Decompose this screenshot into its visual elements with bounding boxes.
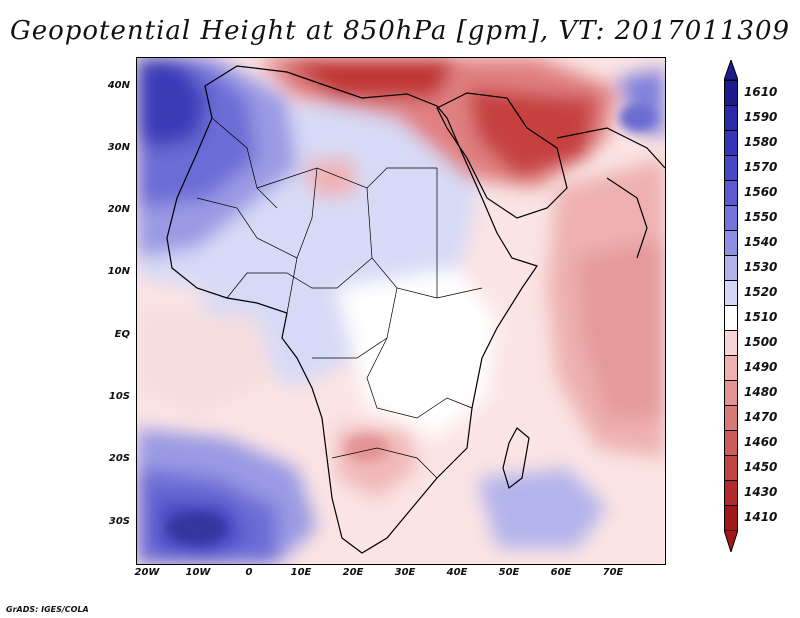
colorbar-bottom-arrow	[724, 530, 738, 552]
colorbar-label: 1460	[744, 434, 778, 449]
grads-credit: GrADS: IGES/COLA	[6, 605, 89, 614]
lon-label: 10E	[290, 567, 312, 578]
lon-label: 30E	[394, 567, 416, 578]
lat-label: EQ	[114, 329, 130, 340]
colorbar-segment	[724, 305, 738, 330]
contour-fill	[137, 58, 665, 564]
colorbar-label: 1430	[744, 484, 778, 499]
chart-title: Geopotential Height at 850hPa [gpm], VT:…	[9, 16, 791, 46]
colorbar-segment	[724, 455, 738, 480]
colorbar-label: 1510	[744, 309, 778, 324]
colorbar-label: 1450	[744, 459, 778, 474]
lat-label: 20N	[107, 204, 130, 215]
colorbar-segment	[724, 330, 738, 355]
lon-label: 20E	[342, 567, 364, 578]
colorbar-segment	[724, 480, 738, 505]
colorbar-label: 1540	[744, 234, 778, 249]
lon-label: 0	[245, 567, 253, 578]
lon-label: 50E	[498, 567, 520, 578]
colorbar-label: 1410	[744, 509, 778, 524]
colorbar-label: 1520	[744, 284, 778, 299]
colorbar-segment	[724, 355, 738, 380]
lat-label: 10S	[108, 391, 130, 402]
colorbar-label: 1470	[744, 409, 778, 424]
colorbar-label: 1480	[744, 384, 778, 399]
map-panel	[136, 57, 666, 565]
lon-label: 60E	[550, 567, 572, 578]
colorbar-label: 1570	[744, 159, 778, 174]
colorbar-segment	[724, 105, 738, 130]
lon-label: 40E	[446, 567, 468, 578]
contour-detail	[167, 104, 655, 544]
lon-label: 20W	[134, 567, 160, 578]
colorbar-segment	[724, 380, 738, 405]
colorbar-label: 1560	[744, 184, 778, 199]
lat-label: 30N	[107, 142, 130, 153]
colorbar-label: 1500	[744, 334, 778, 349]
colorbar-label: 1490	[744, 359, 778, 374]
colorbar-segment	[724, 180, 738, 205]
colorbar-label: 1590	[744, 109, 778, 124]
colorbar-label: 1530	[744, 259, 778, 274]
lat-label: 10N	[107, 266, 130, 277]
coastline-africa	[166, 65, 665, 554]
colorbar-label: 1550	[744, 209, 778, 224]
colorbar-segment	[724, 80, 738, 105]
colorbar-label: 1580	[744, 134, 778, 149]
lon-label: 10W	[185, 567, 211, 578]
country-borders	[196, 117, 483, 479]
colorbar-label: 1610	[744, 84, 778, 99]
colorbar-segment	[724, 130, 738, 155]
colorbar-segment	[724, 430, 738, 455]
colorbar-segment	[724, 230, 738, 255]
colorbar-segment	[724, 505, 738, 530]
colorbar-segment	[724, 405, 738, 430]
lat-label: 30S	[108, 516, 130, 527]
lon-label: 70E	[602, 567, 624, 578]
colorbar-segment	[724, 280, 738, 305]
lat-label: 40N	[107, 80, 130, 91]
map-field	[137, 58, 665, 564]
colorbar-top-arrow	[724, 60, 738, 80]
colorbar-segment	[724, 155, 738, 180]
colorbar-segment	[724, 205, 738, 230]
colorbar-segment	[724, 255, 738, 280]
lat-label: 20S	[108, 453, 130, 464]
